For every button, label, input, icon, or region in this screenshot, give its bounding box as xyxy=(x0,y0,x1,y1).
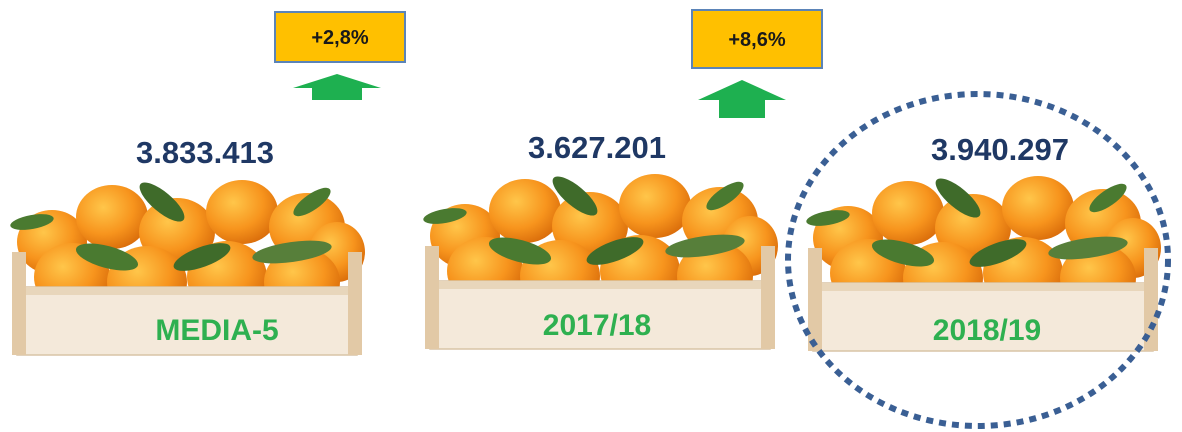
change-label: +8,6% xyxy=(728,29,785,51)
infographic: 3.833.413 3.627.201 3.940.297 MEDIA-5 20… xyxy=(0,0,1182,432)
item-label: 2017/18 xyxy=(543,309,651,342)
item-label: 2018/19 xyxy=(933,314,1041,347)
item-value: 3.833.413 xyxy=(136,135,274,170)
change-label: +2,8% xyxy=(311,27,368,49)
up-arrow xyxy=(293,74,381,100)
item-value: 3.940.297 xyxy=(931,132,1069,167)
item-value: 3.627.201 xyxy=(528,130,666,165)
up-arrow xyxy=(698,80,786,118)
item-label: MEDIA-5 xyxy=(155,314,278,347)
